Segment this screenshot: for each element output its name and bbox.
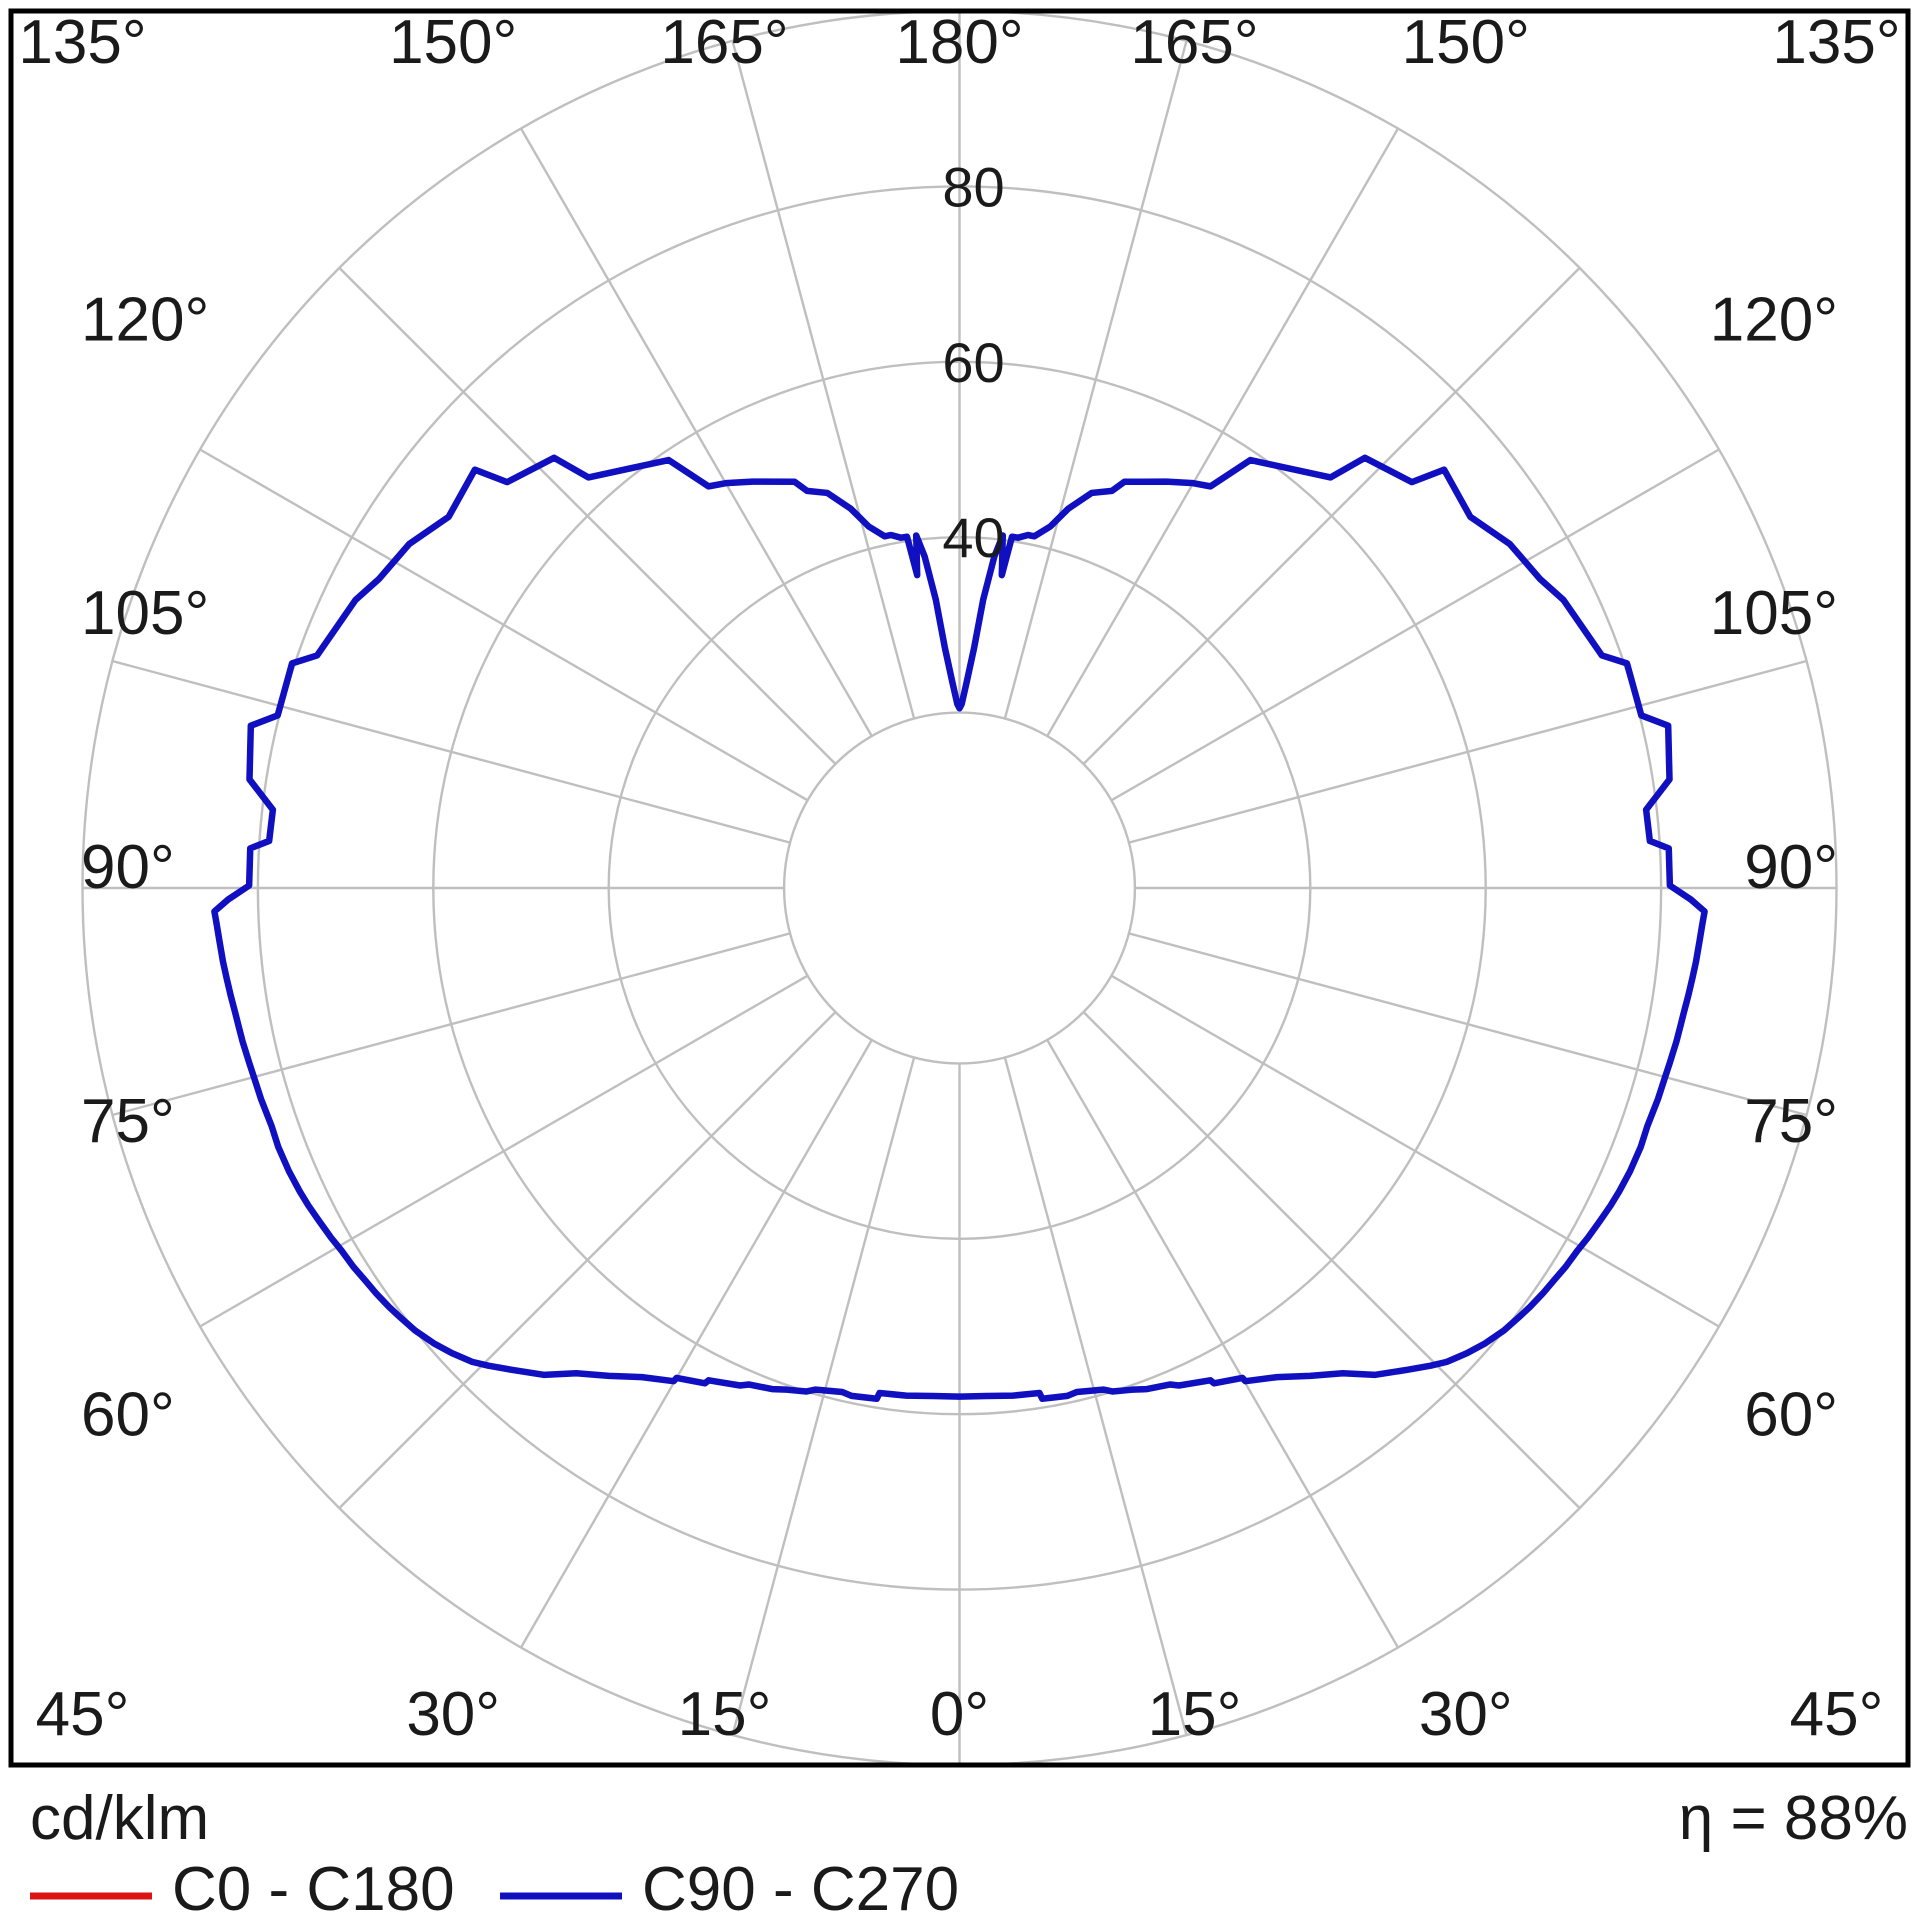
svg-text:C0 - C180: C0 - C180 (172, 1855, 455, 1920)
svg-text:120°: 120° (81, 285, 209, 354)
svg-text:30°: 30° (406, 1680, 500, 1749)
svg-text:120°: 120° (1710, 285, 1838, 354)
svg-text:135°: 135° (18, 8, 146, 77)
svg-text:60°: 60° (1744, 1381, 1838, 1450)
svg-text:η = 88%: η = 88% (1679, 1784, 1908, 1853)
svg-text:90°: 90° (1744, 833, 1838, 902)
svg-text:90°: 90° (81, 833, 175, 902)
svg-text:15°: 15° (1148, 1680, 1242, 1749)
svg-text:15°: 15° (678, 1680, 772, 1749)
svg-text:75°: 75° (1744, 1087, 1838, 1156)
svg-text:150°: 150° (1402, 8, 1530, 77)
svg-text:60: 60 (942, 331, 1004, 394)
svg-text:75°: 75° (81, 1087, 175, 1156)
svg-text:0°: 0° (930, 1680, 989, 1749)
svg-text:60°: 60° (81, 1381, 175, 1450)
svg-text:180°: 180° (895, 8, 1023, 77)
svg-text:C90 - C270: C90 - C270 (642, 1855, 959, 1920)
svg-text:45°: 45° (36, 1680, 130, 1749)
svg-text:40: 40 (942, 506, 1004, 569)
svg-text:cd/klm: cd/klm (30, 1784, 209, 1853)
svg-text:165°: 165° (1130, 8, 1258, 77)
svg-text:80: 80 (942, 155, 1004, 218)
svg-text:165°: 165° (660, 8, 788, 77)
svg-text:45°: 45° (1790, 1680, 1884, 1749)
svg-text:105°: 105° (1710, 579, 1838, 648)
svg-text:150°: 150° (389, 8, 517, 77)
svg-text:30°: 30° (1419, 1680, 1513, 1749)
svg-text:135°: 135° (1772, 8, 1900, 77)
svg-text:105°: 105° (81, 579, 209, 648)
